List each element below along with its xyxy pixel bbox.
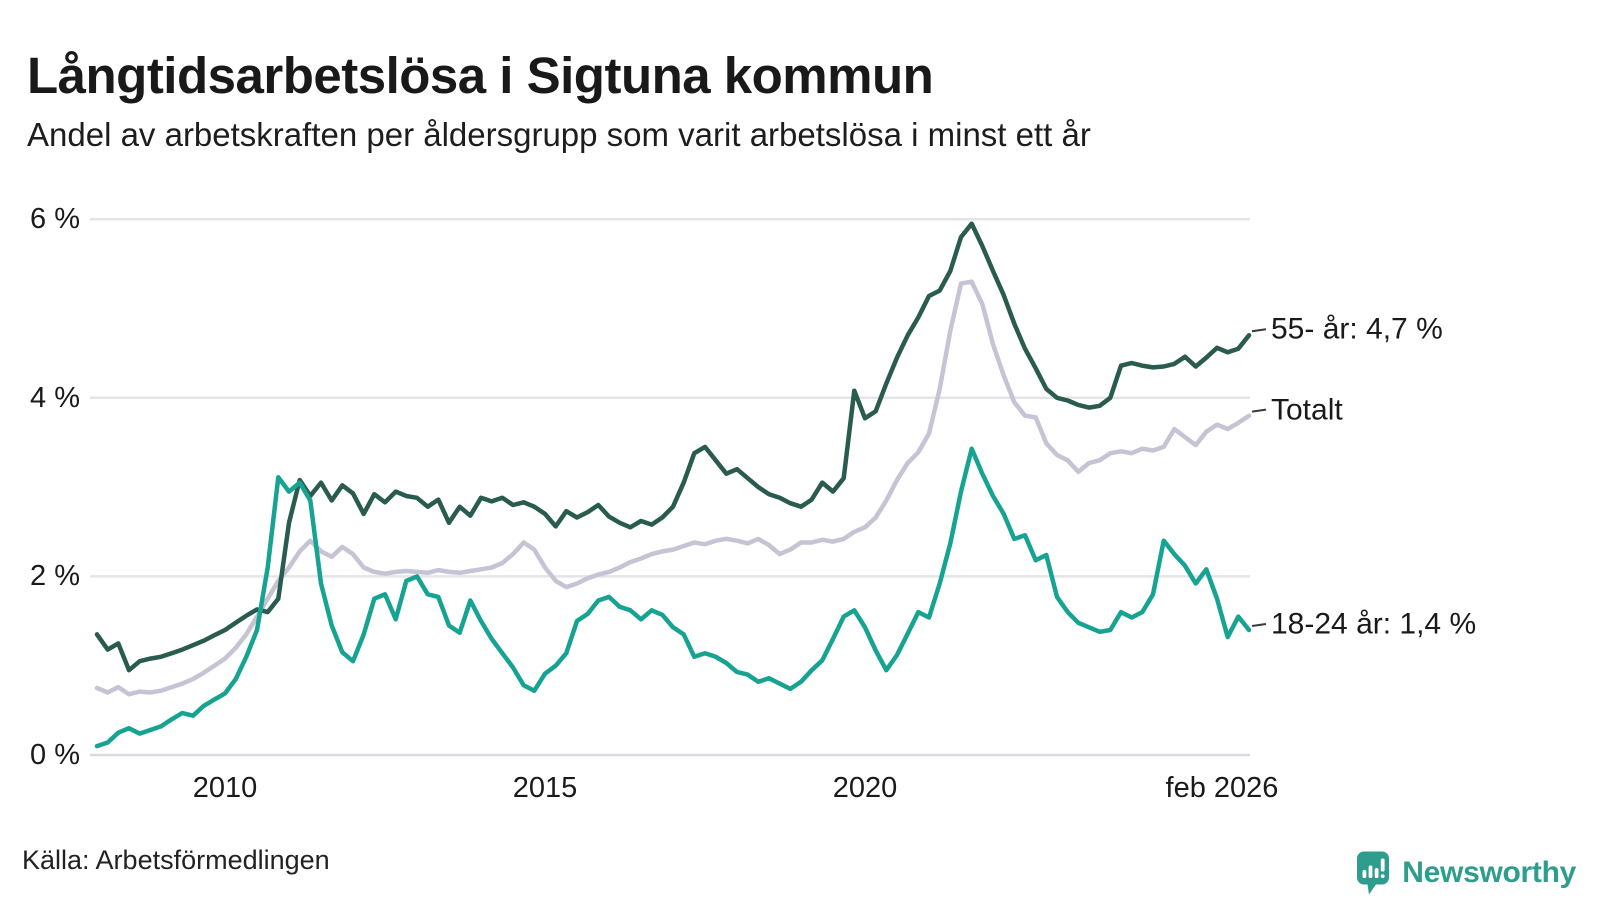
y-tick-label: 2 %: [30, 560, 80, 593]
series-end-label-55--år: 55- år: 4,7 %: [1271, 312, 1443, 346]
series-line-Totalt: [94, 279, 1252, 697]
page-title: Långtidsarbetslösa i Sigtuna kommun: [27, 47, 934, 105]
x-tick-label: 2020: [832, 772, 898, 804]
chart-subtitle: Andel av arbetskraften per åldersgrupp s…: [27, 116, 1091, 153]
y-tick-label: 0 %: [30, 739, 80, 771]
series-line-18-24-år: [94, 446, 1252, 749]
x-tick-label: 2010: [192, 772, 258, 804]
source-note: Källa: Arbetsförmedlingen: [22, 845, 330, 875]
y-tick-label: 6 %: [30, 203, 80, 236]
series-line-55--år: [94, 221, 1252, 673]
x-tick-label: 2015: [512, 772, 578, 804]
series-end-label-18-24-år: 18-24 år: 1,4 %: [1271, 607, 1477, 641]
newsworthy-logo: Newsworthy: [1356, 848, 1576, 898]
x-tick-label: feb 2026: [1165, 772, 1279, 804]
series-end-tick-55--år: [1251, 328, 1267, 333]
series-end-tick-18-24-år: [1251, 622, 1267, 627]
newsworthy-logo-icon: [1357, 851, 1390, 895]
y-tick-label: 4 %: [30, 381, 80, 414]
newsworthy-logo-text: Newsworthy: [1402, 856, 1576, 889]
series-end-tick-Totalt: [1251, 408, 1267, 413]
series-end-label-Totalt: Totalt: [1271, 393, 1343, 427]
